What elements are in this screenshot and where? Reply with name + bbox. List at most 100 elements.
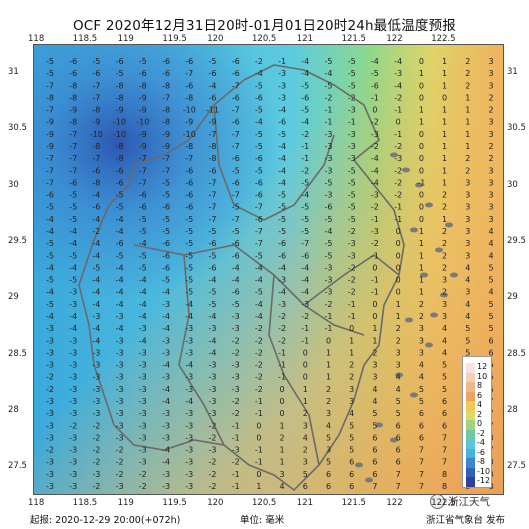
grid-value: -3 (69, 482, 77, 491)
grid-value: -1 (255, 458, 263, 467)
grid-value: 0 (419, 215, 424, 224)
grid-value: -4 (162, 458, 170, 467)
grid-value: -5 (301, 215, 309, 224)
grid-value: -3 (69, 361, 77, 370)
grid-value: -5 (162, 178, 170, 187)
grid-value: -2 (348, 227, 356, 236)
grid-value: -1 (348, 312, 356, 321)
grid-value: 0 (396, 118, 401, 127)
grid-value: 3 (465, 288, 470, 297)
grid-value: 7 (372, 482, 377, 491)
grid-value: 0 (256, 470, 261, 479)
grid-value: -5 (325, 81, 333, 90)
unit-label: 单位: 毫米 (240, 515, 285, 526)
grid-value: -3 (209, 361, 217, 370)
grid-value: -1 (325, 118, 333, 127)
grid-value: -6 (301, 93, 309, 102)
grid-value: 6 (326, 482, 331, 491)
grid-value: 2 (419, 312, 424, 321)
grid-value: -5 (325, 239, 333, 248)
grid-value: 7 (396, 482, 401, 491)
grid-value: 0 (303, 348, 308, 357)
grid-value: 7 (419, 482, 424, 491)
grid-value: 0 (280, 385, 285, 394)
grid-value: -2 (232, 348, 240, 357)
grid-value: 1 (442, 142, 447, 151)
grid-value: -4 (185, 397, 193, 406)
grid-value: 3 (488, 57, 493, 66)
grid-value: -4 (301, 276, 309, 285)
grid-value: -4 (371, 154, 379, 163)
grid-value: 6 (488, 348, 493, 357)
grid-value: -1 (232, 470, 240, 479)
lon-tick-bottom: 120.5 (252, 498, 277, 508)
grid-value: -3 (301, 300, 309, 309)
grid-value: -8 (116, 142, 124, 151)
grid-value: -4 (46, 263, 54, 272)
grid-value: 5 (372, 409, 377, 418)
grid-value: -4 (209, 276, 217, 285)
grid-value: -5 (325, 215, 333, 224)
grid-value: -6 (255, 93, 263, 102)
grid-value: -4 (92, 324, 100, 333)
grid-value: -3 (371, 191, 379, 200)
grid-value: -1 (371, 215, 379, 224)
grid-value: 1 (442, 166, 447, 175)
grid-value: -1 (371, 251, 379, 260)
grid-value: 8 (442, 482, 447, 491)
lat-tick-left: 30.5 (8, 123, 27, 134)
grid-value: 1 (419, 239, 424, 248)
grid-value: -4 (116, 227, 124, 236)
grid-value: 5 (488, 276, 493, 285)
lat-tick-left: 31 (8, 67, 19, 77)
grid-value: -3 (69, 348, 77, 357)
grid-value: -4 (255, 69, 263, 78)
grid-value: 3 (465, 239, 470, 248)
grid-value: -5 (255, 106, 263, 115)
grid-value: -5 (278, 215, 286, 224)
grid-value: 4 (419, 373, 424, 382)
grid-value: -8 (162, 106, 170, 115)
grid-value: -4 (371, 57, 379, 66)
grid-value: -3 (232, 324, 240, 333)
grid-value: -2 (348, 263, 356, 272)
grid-value: -4 (116, 215, 124, 224)
grid-value: 7 (442, 458, 447, 467)
legend-swatch (466, 429, 475, 439)
grid-value: -1 (278, 348, 286, 357)
grid-value: -4 (92, 276, 100, 285)
legend-swatch (466, 420, 475, 430)
grid-value: -5 (185, 288, 193, 297)
grid-value: 3 (488, 81, 493, 90)
grid-value: -3 (116, 421, 124, 430)
grid-value: -4 (92, 300, 100, 309)
grid-value: -3 (325, 154, 333, 163)
grid-value: 1 (280, 458, 285, 467)
grid-value: -9 (139, 93, 147, 102)
lon-tick-bottom: 121.5 (341, 498, 366, 508)
grid-value: -6 (92, 69, 100, 78)
grid-value: -6 (301, 251, 309, 260)
grid-value: 0 (280, 409, 285, 418)
grid-value: -7 (232, 215, 240, 224)
grid-value: 4 (280, 482, 285, 491)
grid-value: -5 (69, 276, 77, 285)
grid-value: -3 (139, 373, 147, 382)
grid-value: -4 (69, 312, 77, 321)
grid-value: -8 (116, 93, 124, 102)
grid-value: -2 (139, 482, 147, 491)
legend-swatch (466, 458, 475, 468)
grid-value: -5 (278, 227, 286, 236)
grid-value: 8 (442, 470, 447, 479)
grid-value: -6 (162, 239, 170, 248)
grid-value: -4 (255, 263, 263, 272)
grid-value: -7 (255, 239, 263, 248)
lat-tick-left: 28 (8, 404, 19, 415)
grid-value: 1 (256, 482, 261, 491)
grid-value: -5 (232, 166, 240, 175)
grid-value: 3 (465, 227, 470, 236)
grid-value: -5 (255, 142, 263, 151)
grid-value: -9 (162, 130, 170, 139)
grid-value: -2 (255, 57, 263, 66)
legend-swatch (466, 439, 475, 449)
